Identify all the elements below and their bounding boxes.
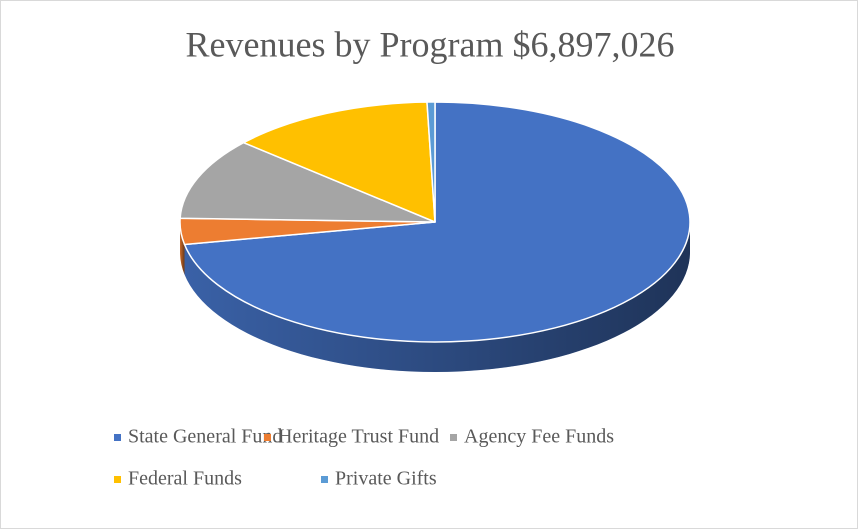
chart-title: Revenues by Program $6,897,026: [186, 24, 675, 64]
legend-swatch: [321, 476, 328, 483]
legend-label: Federal Funds: [128, 468, 242, 490]
legend-swatch: [264, 434, 271, 441]
slice: [242, 101, 436, 223]
legend-swatch: [450, 434, 457, 441]
slice-side-shade: [184, 222, 690, 372]
legend-label: Private Gifts: [335, 468, 437, 490]
slice: [183, 101, 691, 343]
legend-label: Heritage Trust Fund: [278, 426, 439, 448]
slice: [426, 101, 436, 223]
legend-swatch: [114, 434, 121, 441]
legend-label: State General Fund: [128, 426, 282, 448]
slice: [179, 141, 436, 223]
legend-label: Agency Fee Funds: [464, 426, 614, 448]
legend-swatch: [114, 476, 121, 483]
